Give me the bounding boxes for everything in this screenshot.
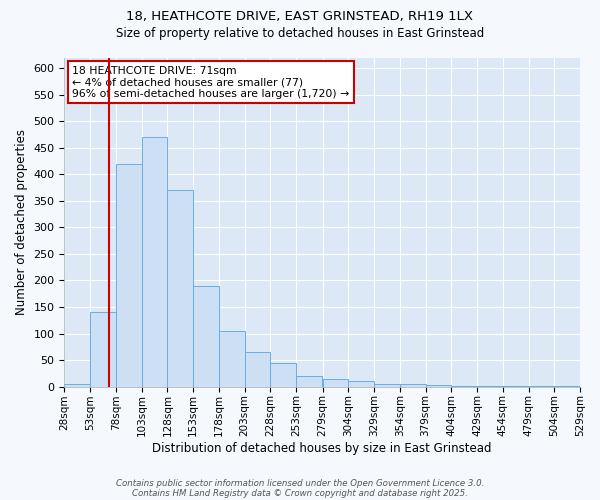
X-axis label: Distribution of detached houses by size in East Grinstead: Distribution of detached houses by size …: [152, 442, 492, 455]
Bar: [425, 385, 451, 386]
Bar: [374, 384, 400, 386]
Bar: [270, 363, 296, 386]
Y-axis label: Number of detached properties: Number of detached properties: [15, 129, 28, 315]
Bar: [64, 384, 90, 386]
Bar: [142, 137, 167, 386]
Text: Contains public sector information licensed under the Open Government Licence 3.: Contains public sector information licen…: [116, 478, 484, 488]
Text: Contains HM Land Registry data © Crown copyright and database right 2025.: Contains HM Land Registry data © Crown c…: [132, 488, 468, 498]
Bar: [219, 331, 245, 386]
Bar: [400, 384, 425, 386]
Bar: [245, 352, 270, 386]
Bar: [296, 376, 322, 386]
Text: 18 HEATHCOTE DRIVE: 71sqm
← 4% of detached houses are smaller (77)
96% of semi-d: 18 HEATHCOTE DRIVE: 71sqm ← 4% of detach…: [72, 66, 349, 99]
Bar: [323, 378, 349, 386]
Bar: [90, 312, 116, 386]
Bar: [116, 164, 142, 386]
Bar: [167, 190, 193, 386]
Bar: [193, 286, 219, 386]
Bar: [349, 382, 374, 386]
Text: 18, HEATHCOTE DRIVE, EAST GRINSTEAD, RH19 1LX: 18, HEATHCOTE DRIVE, EAST GRINSTEAD, RH1…: [127, 10, 473, 23]
Text: Size of property relative to detached houses in East Grinstead: Size of property relative to detached ho…: [116, 28, 484, 40]
